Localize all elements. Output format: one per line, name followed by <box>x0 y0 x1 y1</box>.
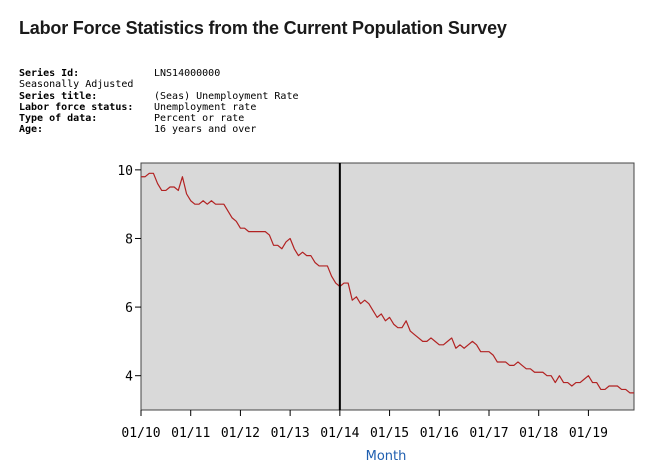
labor-force-status-label: Labor force status: <box>19 101 134 113</box>
adjustment-row: Seasonally Adjusted <box>19 79 299 90</box>
page-title: Labor Force Statistics from the Current … <box>19 18 507 38</box>
x-tick-label-01-11: 01/11 <box>171 426 210 441</box>
y-tick-label-10: 10 <box>117 164 133 179</box>
series-line-0 <box>141 172 634 394</box>
series-id-row: Series Id: LNS14000000 <box>19 68 299 79</box>
x-tick-label-01-19: 01/19 <box>569 426 608 441</box>
series-id-value: LNS14000000 <box>154 68 221 79</box>
series-title-value: (Seas) Unemployment Rate <box>154 90 299 102</box>
type-of-data-row: Type of data: Percent or rate <box>19 113 299 124</box>
y-tick-label-4: 4 <box>125 370 133 385</box>
x-axis-title: Month <box>366 449 407 464</box>
series-info: Series Id: LNS14000000 Seasonally Adjust… <box>19 68 299 136</box>
age-value: 16 years and over <box>154 124 257 136</box>
labor-force-status-value: Unemployment rate <box>154 101 257 113</box>
adjustment-value: Seasonally Adjusted <box>19 79 134 91</box>
x-tick-label-01-16: 01/16 <box>420 426 459 441</box>
x-tick-label-01-10: 01/10 <box>121 426 160 441</box>
series-title-label: Series title: <box>19 90 98 102</box>
age-label: Age: <box>19 124 44 136</box>
y-tick-label-6: 6 <box>125 301 133 316</box>
age-row: Age: 16 years and over <box>19 124 299 135</box>
type-of-data-value: Percent or rate <box>154 113 245 125</box>
x-tick-label-01-14: 01/14 <box>320 426 359 441</box>
series-title-row: Series title: (Seas) Unemployment Rate <box>19 91 299 102</box>
x-tick-label-01-15: 01/15 <box>370 426 409 441</box>
plot-area <box>140 162 635 411</box>
x-tick-label-01-12: 01/12 <box>221 426 260 441</box>
labor-force-status-row: Labor force status: Unemployment rate <box>19 102 299 113</box>
type-of-data-label: Type of data: <box>19 113 98 125</box>
y-tick-label-8: 8 <box>125 232 133 247</box>
series-id-label: Series Id: <box>19 68 80 79</box>
x-tick-label-01-18: 01/18 <box>519 426 558 441</box>
x-tick-label-01-17: 01/17 <box>469 426 508 441</box>
x-tick-label-01-13: 01/13 <box>271 426 310 441</box>
